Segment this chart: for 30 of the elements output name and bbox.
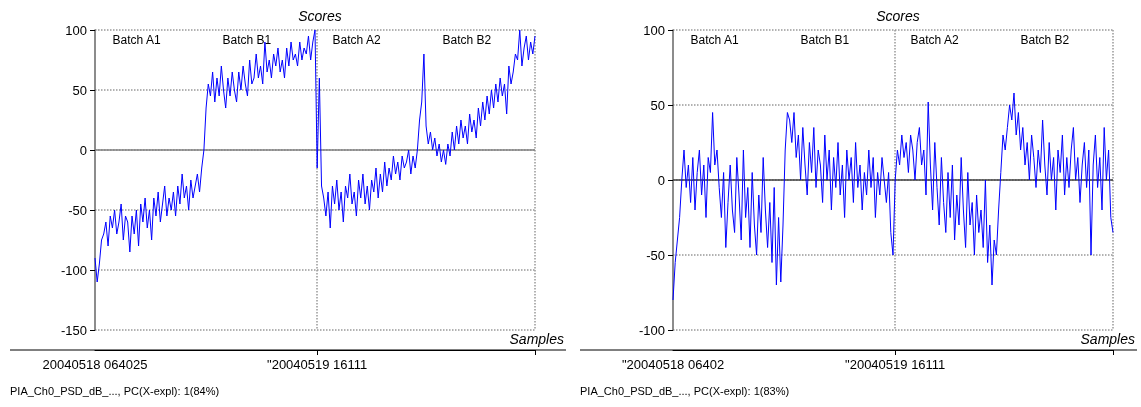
annotation: Batch B1 xyxy=(222,33,272,47)
chart-title: Scores xyxy=(876,8,920,24)
annotation: Batch A2 xyxy=(910,33,959,47)
x-tick-label: 20040518 064025 xyxy=(42,357,148,372)
annotation: Batch A1 xyxy=(112,33,161,47)
annotation: Batch B2 xyxy=(1020,33,1070,47)
x-axis-title: Samples xyxy=(509,331,564,347)
annotation: Batch A2 xyxy=(332,33,381,47)
y-tick-label: 0 xyxy=(657,172,665,188)
y-tick-label: -150 xyxy=(60,322,87,338)
text: PIA_Ch0_PSD_dB_..., PC(X-expl): 1(83%) xyxy=(580,384,790,397)
annotation: Batch B2 xyxy=(442,33,492,47)
y-tick-label: 50 xyxy=(72,82,87,98)
y-tick-label: -50 xyxy=(646,247,665,263)
y-tick-label: -100 xyxy=(60,262,87,278)
text: PIA_Ch0_PSD_dB_..., PC(X-expl): 1(84%) xyxy=(10,384,220,397)
chart-title: Scores xyxy=(298,8,342,24)
line-series xyxy=(672,92,1114,301)
x-axis-title: Samples xyxy=(1080,331,1135,347)
x-tick-label: "20040519 16111 xyxy=(845,357,946,372)
y-tick-label: 0 xyxy=(79,142,87,158)
y-tick-label: 100 xyxy=(65,22,87,38)
annotation: Batch B1 xyxy=(800,33,850,47)
annotation: Batch A1 xyxy=(690,33,739,47)
y-tick-label: -50 xyxy=(68,202,87,218)
y-tick-label: 50 xyxy=(650,97,665,113)
y-tick-label: 100 xyxy=(643,22,665,38)
y-tick-label: -100 xyxy=(638,322,665,338)
x-tick-label: "20040519 16111 xyxy=(267,357,368,372)
x-tick-label: "20040518 06402 xyxy=(621,357,725,372)
